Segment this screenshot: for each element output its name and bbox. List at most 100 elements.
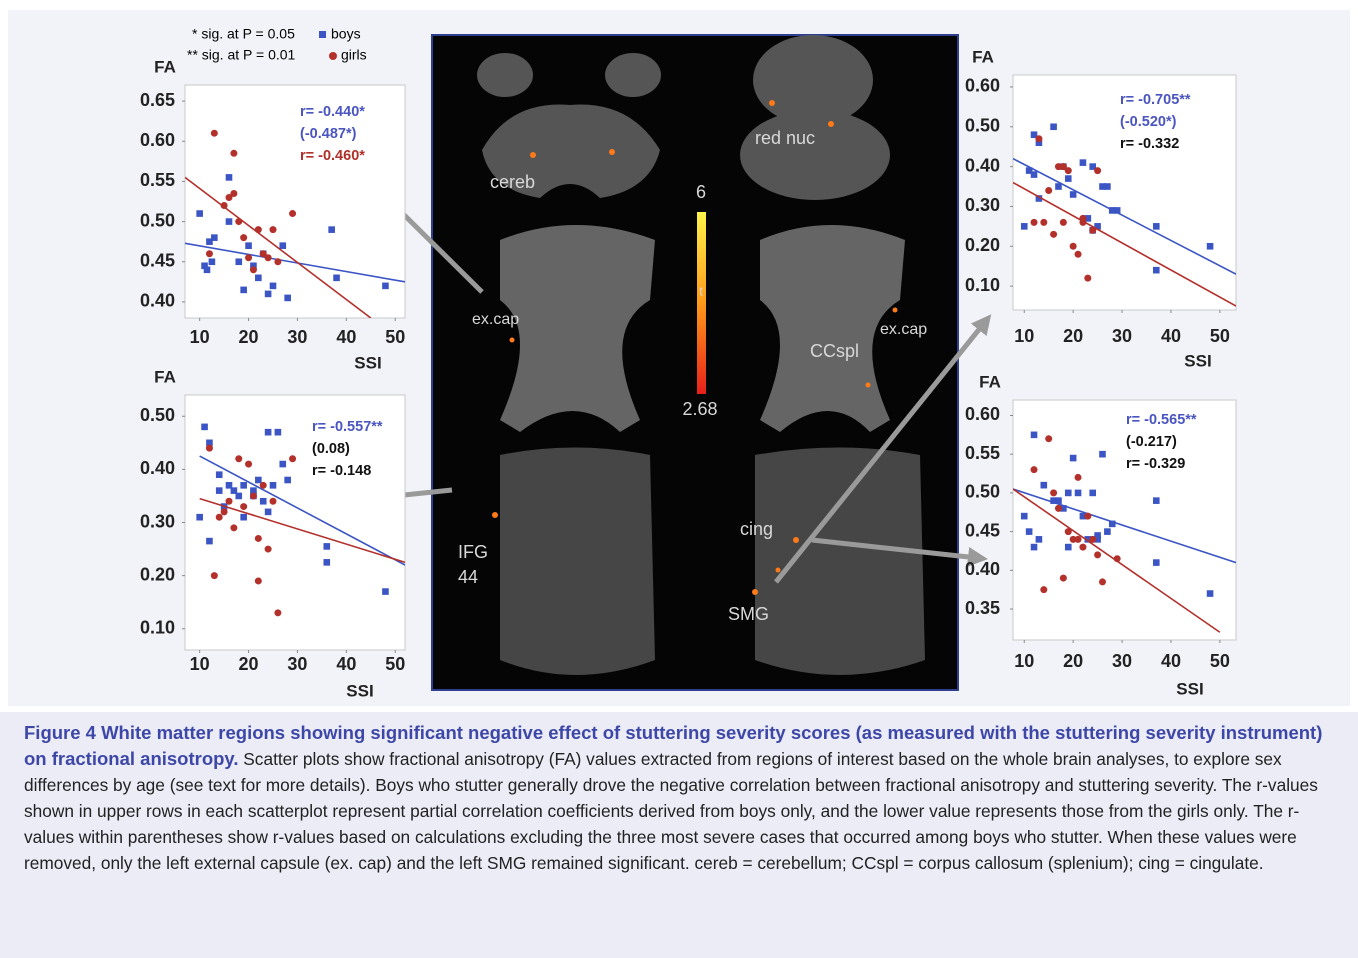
y-tick-label: 0.50: [140, 405, 175, 425]
x-axis-label: SSI: [1176, 679, 1203, 698]
y-axis-label: FA: [979, 372, 1001, 391]
page: 6 t 2.68 cereb red nuc ex.cap ex.cap CCs…: [0, 0, 1358, 958]
point: [1031, 171, 1038, 178]
x-tick-label: 30: [1112, 651, 1132, 671]
point: [216, 471, 223, 478]
y-tick-label: 0.45: [140, 251, 175, 271]
y-axis-label: FA: [154, 57, 176, 76]
legend-label: girls: [341, 47, 367, 63]
point: [382, 588, 389, 595]
point: [1065, 167, 1072, 174]
point: [1094, 167, 1101, 174]
y-tick-label: 0.40: [965, 559, 1000, 579]
legend-note: * sig. at P = 0.05: [192, 26, 295, 42]
x-tick-label: 40: [336, 654, 356, 674]
point: [235, 455, 242, 462]
x-tick-label: 10: [190, 327, 210, 347]
x-tick-label: 50: [1210, 326, 1230, 346]
region-label: cing: [740, 519, 773, 539]
point: [1084, 275, 1091, 282]
point: [1060, 575, 1067, 582]
x-tick-label: 50: [385, 327, 405, 347]
point: [211, 130, 218, 137]
point: [1207, 590, 1214, 597]
annotation: r= -0.440*: [300, 104, 365, 120]
y-tick-label: 0.55: [140, 170, 175, 190]
point: [240, 514, 247, 521]
y-axis-label: FA: [154, 367, 176, 386]
point: [265, 509, 272, 516]
region-label: red nuc: [755, 128, 815, 148]
point: [1036, 536, 1043, 543]
point: [265, 291, 272, 298]
x-tick-label: 20: [1063, 326, 1083, 346]
region-label: cereb: [490, 172, 535, 192]
x-tick-label: 20: [239, 327, 259, 347]
point: [230, 190, 237, 197]
annotation: (0.08): [312, 441, 350, 457]
point: [270, 226, 277, 233]
annotation: r= -0.329: [1126, 456, 1185, 472]
point: [323, 559, 330, 566]
y-tick-label: 0.50: [140, 210, 175, 230]
annotation: r= -0.557**: [312, 419, 383, 435]
point: [260, 498, 267, 505]
point: [1031, 432, 1038, 439]
point: [1040, 586, 1047, 593]
point: [270, 482, 277, 489]
colorbar-label: 2.68: [682, 399, 717, 419]
point: [1035, 135, 1042, 142]
point: [1075, 251, 1082, 258]
point: [1075, 474, 1082, 481]
x-axis-label: SSI: [354, 353, 381, 372]
point: [240, 287, 247, 294]
x-tick-label: 40: [1161, 651, 1181, 671]
y-tick-label: 0.55: [965, 443, 1000, 463]
region-label: CCspl: [810, 341, 859, 361]
y-tick-label: 0.45: [965, 520, 1000, 540]
point: [1079, 544, 1086, 551]
y-tick-label: 0.40: [140, 291, 175, 311]
x-tick-label: 30: [287, 654, 307, 674]
annotation: r= -0.332: [1120, 136, 1179, 152]
region-label: ex.cap: [880, 321, 927, 338]
point: [1153, 497, 1160, 504]
colorbar-label: 6: [696, 182, 706, 202]
y-tick-label: 0.60: [965, 404, 1000, 424]
annotation: r= -0.705**: [1120, 92, 1191, 108]
point: [1045, 187, 1052, 194]
point: [289, 210, 296, 217]
x-tick-label: 20: [1063, 651, 1083, 671]
x-tick-label: 50: [385, 654, 405, 674]
point: [382, 283, 389, 290]
point: [1065, 490, 1072, 497]
point: [230, 150, 237, 157]
annotation: (-0.520*): [1120, 114, 1177, 130]
brain-panel: 6 t 2.68 cereb red nuc ex.cap ex.cap CCs…: [432, 35, 958, 690]
point: [235, 493, 242, 500]
y-tick-label: 0.20: [965, 235, 1000, 255]
point: [1075, 490, 1082, 497]
y-tick-label: 0.50: [965, 482, 1000, 502]
legend-label: boys: [331, 26, 361, 42]
point: [279, 242, 286, 249]
annotation: (-0.487*): [300, 126, 357, 142]
point: [333, 275, 340, 282]
point: [1089, 490, 1096, 497]
point: [1099, 451, 1106, 458]
point: [255, 577, 262, 584]
y-tick-label: 0.10: [140, 618, 175, 638]
point: [279, 461, 286, 468]
annotation: (-0.217): [1126, 434, 1177, 450]
point: [226, 218, 233, 225]
x-tick-label: 10: [190, 654, 210, 674]
point: [211, 572, 218, 579]
point: [1070, 191, 1077, 198]
point: [250, 492, 257, 499]
colorbar-label: t: [699, 283, 703, 298]
x-tick-label: 40: [336, 327, 356, 347]
y-tick-label: 0.20: [140, 564, 175, 584]
point: [201, 424, 208, 431]
point: [260, 482, 267, 489]
region-label: 44: [458, 567, 478, 587]
